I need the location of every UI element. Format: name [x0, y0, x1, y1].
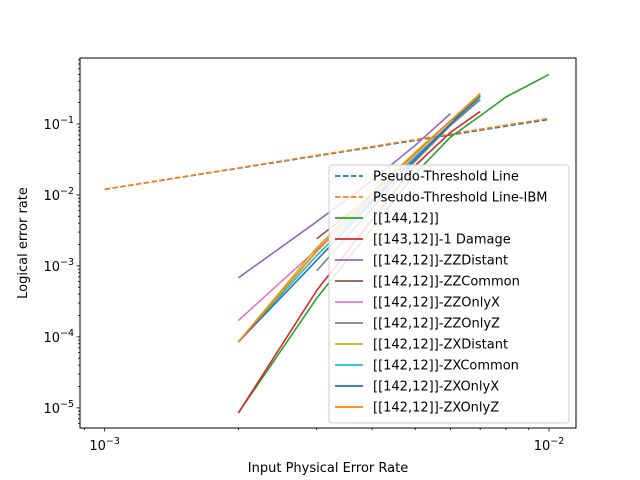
legend-label: [[142,12]]-ZXDistant — [373, 338, 508, 353]
x-axis-label: Input Physical Error Rate — [248, 461, 408, 476]
x-tick-label: 10−2 — [534, 436, 565, 454]
y-tick-base: 10 — [43, 402, 60, 417]
legend-item-142-12-zzcommon: [[142,12]]-ZZCommon — [335, 275, 520, 290]
legend-item-142-12-zxonlyz: [[142,12]]-ZXOnlyZ — [335, 401, 499, 416]
series-line-144-12 — [237, 73, 550, 414]
x-tick-base: 10 — [534, 439, 551, 454]
x-tick-exponent: −3 — [106, 436, 120, 447]
legend-box — [328, 164, 570, 424]
legend-item-pseudo-threshold-line-ibm: Pseudo-Threshold Line-IBM — [335, 191, 548, 206]
legend-label: [[142,12]]-ZXOnlyX — [373, 380, 499, 395]
legend-item-142-12-zxonlyx: [[142,12]]-ZXOnlyX — [335, 380, 499, 395]
x-axis: 10−3 10−2 — [83, 428, 565, 454]
y-tick-exponent: −1 — [60, 115, 74, 126]
legend-item-144-12: [[144,12]] — [335, 212, 439, 227]
y-axis: 10−510−410−310−210−1 — [43, 59, 80, 424]
legend-item-142-12-zzdistant: [[142,12]]-ZZDistant — [335, 254, 508, 269]
y-tick-exponent: −4 — [60, 328, 74, 339]
y-tick-base: 10 — [43, 331, 60, 346]
legend-item-143-12-1-damage: [[143,12]]-1 Damage — [335, 233, 511, 248]
x-tick-label: 10−3 — [89, 436, 120, 454]
series-line-pseudo-threshold-line-ibm — [104, 117, 550, 191]
y-tick-label: 10−3 — [43, 257, 74, 275]
legend-label: [[144,12]] — [373, 212, 439, 227]
legend-item-142-12-zxdistant: [[142,12]]-ZXDistant — [335, 338, 508, 353]
plot-frame — [79, 57, 577, 429]
legend-item-142-12-zzonlyz: [[142,12]]-ZZOnlyZ — [335, 317, 500, 332]
legend-label: [[142,12]]-ZZDistant — [373, 254, 508, 269]
legend-label: [[143,12]]-1 Damage — [373, 233, 511, 248]
y-tick-label: 10−1 — [43, 115, 74, 133]
x-tick-base: 10 — [89, 439, 106, 454]
y-tick-base: 10 — [43, 260, 60, 275]
legend: Pseudo-Threshold Line Pseudo-Threshold Li… — [328, 164, 570, 424]
legend-item-pseudo-threshold-line: Pseudo-Threshold Line — [335, 170, 519, 185]
y-tick-exponent: −3 — [60, 257, 74, 268]
y-tick-base: 10 — [43, 118, 60, 133]
legend-label: Pseudo-Threshold Line-IBM — [373, 191, 548, 206]
legend-item-142-12-zxcommon: [[142,12]]-ZXCommon — [335, 359, 519, 374]
legend-label: Pseudo-Threshold Line — [373, 170, 519, 185]
x-tick-exponent: −2 — [550, 436, 564, 447]
y-tick-base: 10 — [43, 189, 60, 204]
y-tick-label: 10−5 — [43, 399, 74, 417]
y-tick-exponent: −2 — [60, 186, 74, 197]
legend-item-142-12-zzonlyx: [[142,12]]-ZZOnlyX — [335, 296, 500, 311]
legend-label: [[142,12]]-ZXCommon — [373, 359, 519, 374]
legend-label: [[142,12]]-ZZCommon — [373, 275, 520, 290]
y-tick-exponent: −5 — [60, 399, 74, 410]
y-tick-label: 10−2 — [43, 186, 74, 204]
legend-label: [[142,12]]-ZZOnlyZ — [373, 317, 500, 332]
y-tick-label: 10−4 — [43, 328, 74, 346]
legend-label: [[142,12]]-ZZOnlyX — [373, 296, 500, 311]
legend-label: [[142,12]]-ZXOnlyZ — [373, 401, 499, 416]
y-axis-label: Logical error rate — [16, 187, 31, 299]
